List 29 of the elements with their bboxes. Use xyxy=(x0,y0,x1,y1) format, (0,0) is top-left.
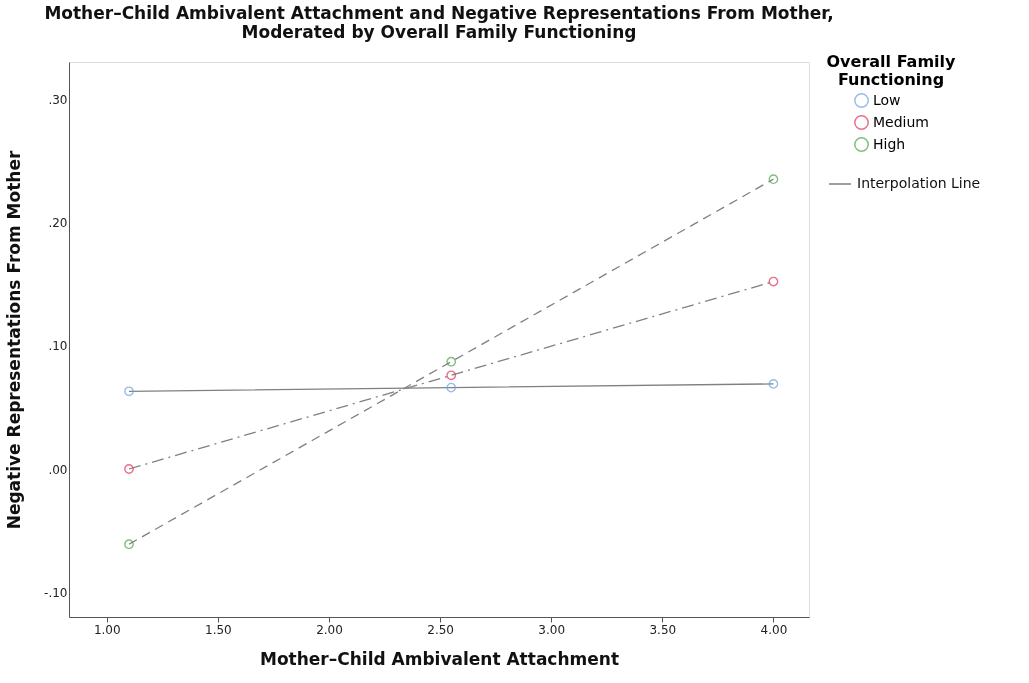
x-tick-label: 2.00 xyxy=(316,622,343,637)
point xyxy=(124,464,134,474)
legend-label: Medium xyxy=(873,113,929,130)
chart-title: Mother–Child Ambivalent Attachment and Negative Representations From Mother, Moderated by Overall Family Functioning xyxy=(44,3,834,42)
y-tick-label: .20 xyxy=(48,215,68,230)
legend-label: Low xyxy=(873,91,901,108)
text: Interpolation Line xyxy=(857,175,981,191)
y-tick-label: .10 xyxy=(48,339,68,354)
point xyxy=(768,379,779,389)
point xyxy=(446,382,457,393)
x-tick-label: 2.50 xyxy=(427,622,454,637)
point xyxy=(446,370,457,381)
x-tick-label: 1.50 xyxy=(205,622,232,637)
point xyxy=(124,386,134,397)
point xyxy=(768,276,779,287)
point xyxy=(768,174,779,185)
y-tick-label: .30 xyxy=(48,92,68,107)
y-axis-title: Negative Representations From Mother xyxy=(4,150,25,530)
point xyxy=(124,539,134,550)
y-tick-label: -.10 xyxy=(44,585,68,600)
point xyxy=(446,356,457,367)
legend-title: Overall Family Functioning xyxy=(826,52,957,89)
x-axis-title: Mother–Child Ambivalent Attachment xyxy=(259,648,620,669)
x-tick-label: 4.00 xyxy=(760,622,788,637)
x-tick-label: 1.00 xyxy=(93,622,121,637)
x-tick-label: 3.00 xyxy=(538,622,566,637)
legend-label: High xyxy=(873,135,906,152)
y-tick-label: .00 xyxy=(48,462,68,477)
x-tick-label: 3.50 xyxy=(649,622,677,637)
